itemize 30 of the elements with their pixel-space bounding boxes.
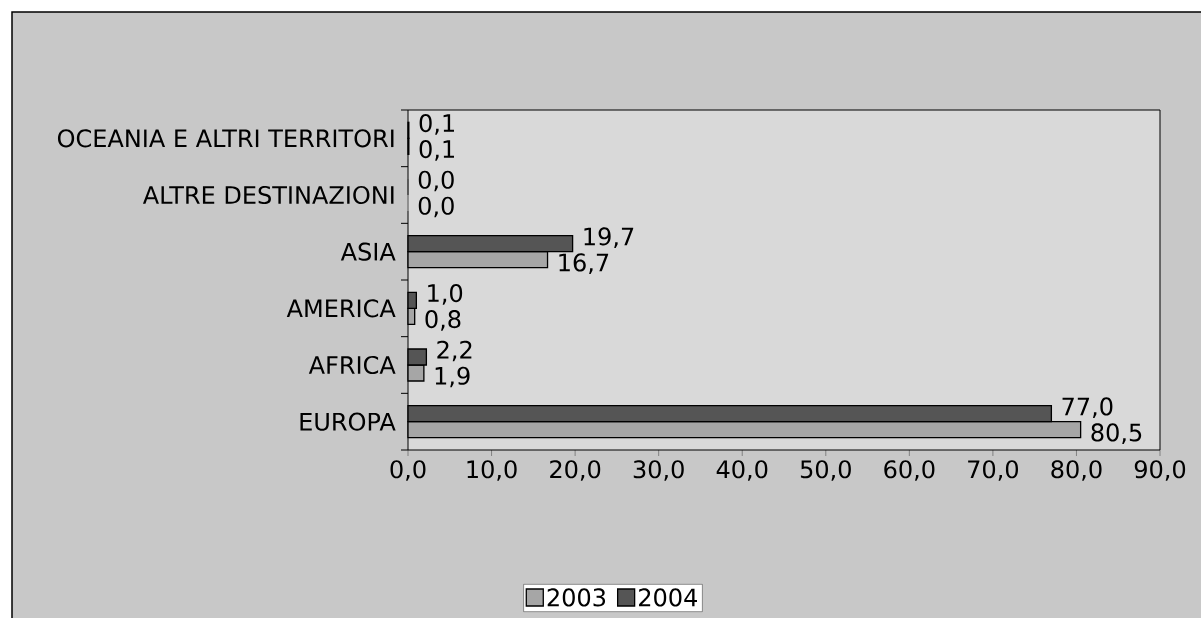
x-tick-label: 90,0	[1134, 460, 1186, 481]
data-label: 16,7	[559, 253, 609, 274]
y-tick-label: AFRICA	[308, 355, 396, 375]
data-label: 1,0	[428, 284, 463, 305]
data-label: 80,5	[1091, 423, 1142, 444]
legend-label: 2003	[547, 588, 606, 607]
x-tick-label: 80,0	[1051, 460, 1102, 481]
data-label: 0,1	[419, 140, 454, 161]
data-label: 0,1	[419, 114, 454, 135]
data-label: 77,0	[1062, 397, 1113, 418]
data-label: 0,0	[418, 170, 454, 192]
x-tick-label: 60,0	[884, 460, 935, 481]
data-label: 0,8	[425, 310, 461, 331]
x-tick-label: 40,0	[716, 460, 768, 481]
y-tick-label: OCEANIA E ALTRI TERRITORI	[57, 129, 394, 148]
y-tick-label: AMERICA	[286, 299, 396, 318]
x-tick-label: 0,0	[390, 460, 426, 481]
data-label: 1,9	[435, 366, 470, 388]
x-tick-label: 10,0	[467, 460, 517, 481]
x-tick-label: 50,0	[800, 460, 851, 481]
x-tick-label: 70,0	[968, 460, 1019, 481]
legend-label: 2004	[639, 588, 697, 607]
x-tick-label: 30,0	[633, 460, 684, 481]
data-label: 2,2	[437, 340, 472, 362]
data-label: 19,7	[584, 227, 634, 248]
x-tick-label: 20,0	[550, 460, 601, 481]
data-label: 0,0	[418, 196, 454, 218]
y-tick-label: EUROPA	[300, 412, 396, 431]
y-tick-label: ASIA	[340, 242, 396, 261]
y-tick-label: ALTRE DESTINAZIONI	[142, 185, 394, 205]
